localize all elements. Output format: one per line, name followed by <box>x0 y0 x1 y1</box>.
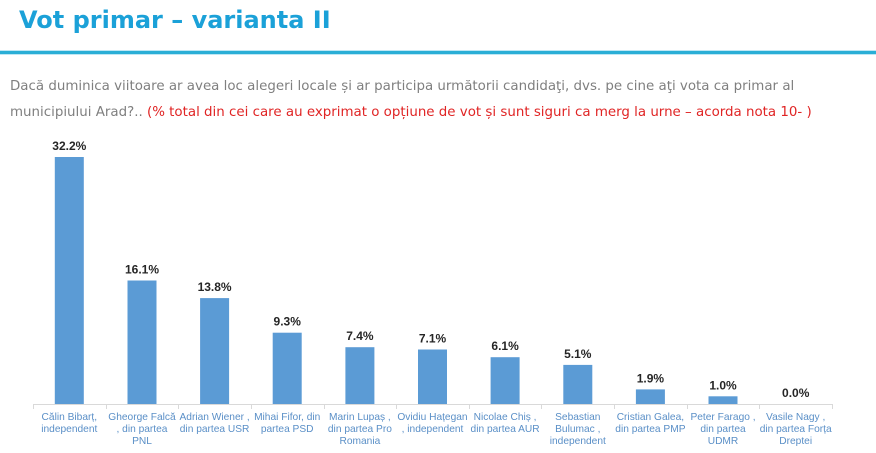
bar <box>127 280 157 404</box>
survey-question: Dacă duminica viitoare ar avea loc alege… <box>10 74 870 126</box>
question-text: Dacă duminica viitoare ar avea loc alege… <box>10 79 795 120</box>
data-label: 32.2% <box>52 139 86 153</box>
bar <box>345 347 375 404</box>
bar-chart-svg: 32.2% 16.1% 13.8% 9.3% 7.4% 7.1% 6.1% 5.1% 1.9% 1… <box>33 139 833 409</box>
bar <box>490 357 520 404</box>
question-note: (% total din cei care au exprimat o opți… <box>146 105 812 120</box>
category-label: Cristian Galea, din partea PMP <box>615 412 686 435</box>
data-label: 0.0% <box>782 386 810 400</box>
data-label: 7.4% <box>346 329 374 343</box>
bar <box>54 157 84 404</box>
value-labels-group: 32.2% 16.1% 13.8% 9.3% 7.4% 7.1% 6.1% 5.1% 1.9% 1… <box>52 139 809 400</box>
bar <box>563 364 593 404</box>
category-label: Ovidiu Hațegan , independent <box>397 412 468 435</box>
x-axis-ticks <box>33 404 833 409</box>
category-label: Mihai Fifor, din partea PSD <box>254 412 321 435</box>
bar <box>272 332 302 404</box>
data-label: 16.1% <box>125 263 159 277</box>
category-label: Nicolae Chiș , din partea AUR <box>470 412 540 435</box>
data-label: 7.1% <box>419 332 447 346</box>
data-label: 1.0% <box>709 378 737 392</box>
title-divider <box>0 51 876 54</box>
category-label: Gheorge Falcă , din partea PNL <box>108 412 176 447</box>
category-label: Călin Bibarț, independent <box>41 412 98 435</box>
category-label: Peter Farago , din partea UDMR <box>690 412 756 447</box>
data-label: 6.1% <box>491 339 519 353</box>
bar <box>708 396 738 404</box>
page-title: Vot primar – varianta II <box>19 6 331 34</box>
data-label: 13.8% <box>198 280 232 294</box>
category-label: Marin Lupaș , din partea Pro Romania <box>327 412 392 447</box>
bar <box>635 389 665 404</box>
data-label: 9.3% <box>274 315 302 329</box>
category-label: Vasile Nagy , din partea Forța Dreptei <box>759 412 832 447</box>
bars-group <box>54 157 738 404</box>
data-label: 5.1% <box>564 347 592 361</box>
bar <box>200 298 230 404</box>
data-label: 1.9% <box>637 371 665 385</box>
category-label: Adrian Wiener , din partea USR <box>179 412 250 435</box>
bar <box>418 349 447 404</box>
category-label: Sebastian Bulumac , independent <box>549 412 606 447</box>
